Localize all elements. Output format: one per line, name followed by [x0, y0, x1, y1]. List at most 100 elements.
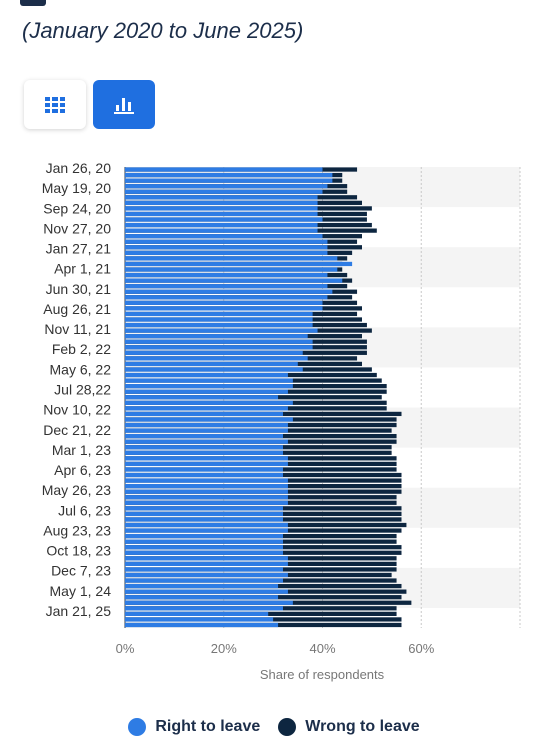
right-to-leave-bar[interactable]	[125, 261, 353, 267]
right-to-leave-bar[interactable]	[125, 206, 318, 211]
right-to-leave-bar[interactable]	[125, 422, 288, 428]
right-to-leave-bar[interactable]	[125, 400, 293, 405]
right-to-leave-bar[interactable]	[125, 178, 333, 183]
right-to-leave-bar[interactable]	[125, 328, 318, 333]
right-to-leave-bar[interactable]	[125, 456, 288, 461]
right-to-leave-bar[interactable]	[125, 583, 279, 589]
right-to-leave-bar[interactable]	[125, 339, 313, 344]
y-tick-label: Mar 1, 23	[52, 442, 111, 458]
y-tick-label: Dec 21, 22	[43, 422, 111, 438]
right-to-leave-bar[interactable]	[125, 367, 303, 372]
legend: Right to leave Wrong to leave	[0, 718, 548, 736]
right-to-leave-bars	[125, 167, 353, 628]
right-to-leave-bar[interactable]	[125, 428, 288, 433]
right-to-leave-bar[interactable]	[125, 472, 283, 478]
legend-item-wrong[interactable]: Wrong to leave	[278, 718, 420, 736]
right-to-leave-bar[interactable]	[125, 522, 288, 528]
right-to-leave-bar[interactable]	[125, 306, 323, 311]
right-to-leave-bar[interactable]	[125, 611, 269, 616]
y-tick-label: Oct 18, 23	[46, 543, 111, 559]
y-tick-label: Jun 30, 21	[46, 281, 112, 297]
y-tick-label: Apr 1, 21	[54, 261, 111, 277]
right-to-leave-bar[interactable]	[125, 550, 283, 555]
right-to-leave-bar[interactable]	[125, 434, 283, 439]
right-to-leave-bar[interactable]	[125, 528, 288, 533]
right-to-leave-bar[interactable]	[125, 445, 283, 450]
right-to-leave-bar[interactable]	[125, 389, 288, 394]
table-view-button[interactable]	[24, 80, 86, 129]
legend-item-right[interactable]: Right to leave	[128, 718, 260, 736]
right-to-leave-bar[interactable]	[125, 345, 313, 350]
right-to-leave-bar[interactable]	[125, 517, 283, 522]
chart-view-button[interactable]	[93, 80, 155, 129]
right-to-leave-bar[interactable]	[125, 200, 318, 205]
right-to-leave-bar[interactable]	[125, 395, 279, 400]
right-to-leave-bar[interactable]	[125, 606, 283, 611]
right-to-leave-bar[interactable]	[125, 495, 288, 500]
right-to-leave-bar[interactable]	[125, 478, 288, 483]
y-tick-label: Aug 23, 23	[43, 522, 111, 538]
right-to-leave-bar[interactable]	[125, 506, 283, 511]
right-to-leave-bar[interactable]	[125, 189, 323, 194]
right-to-leave-bar[interactable]	[125, 589, 288, 594]
right-to-leave-bar[interactable]	[125, 284, 328, 289]
right-to-leave-bar[interactable]	[125, 378, 293, 383]
x-tick-label: 60%	[408, 641, 434, 656]
right-to-leave-bar[interactable]	[125, 256, 338, 261]
right-to-leave-bar[interactable]	[125, 211, 318, 217]
right-to-leave-bar[interactable]	[125, 483, 288, 489]
right-to-leave-bar[interactable]	[125, 489, 288, 494]
y-tick-label: Nov 11, 21	[44, 321, 111, 337]
right-to-leave-bar[interactable]	[125, 317, 313, 322]
right-to-leave-bar[interactable]	[125, 384, 293, 389]
right-to-leave-bar[interactable]	[125, 172, 333, 178]
right-to-leave-bar[interactable]	[125, 234, 323, 239]
right-to-leave-bar[interactable]	[125, 195, 318, 200]
right-to-leave-bar[interactable]	[125, 572, 288, 578]
right-to-leave-bar[interactable]	[125, 567, 283, 572]
right-to-leave-bar[interactable]	[125, 295, 328, 300]
right-to-leave-bar[interactable]	[125, 356, 308, 361]
right-to-leave-bar[interactable]	[125, 511, 283, 517]
right-to-leave-bar[interactable]	[125, 439, 288, 444]
right-to-leave-bar[interactable]	[125, 267, 338, 272]
right-to-leave-bar[interactable]	[125, 467, 283, 472]
right-to-leave-bar[interactable]	[125, 167, 323, 172]
right-to-leave-bar[interactable]	[125, 272, 328, 278]
right-to-leave-bar[interactable]	[125, 334, 308, 339]
right-to-leave-bar[interactable]	[125, 350, 303, 355]
right-to-leave-bar[interactable]	[125, 228, 318, 233]
right-to-leave-bar[interactable]	[125, 300, 323, 305]
right-to-leave-bar[interactable]	[125, 411, 283, 417]
y-tick-label: Apr 6, 23	[54, 462, 111, 478]
right-to-leave-bar[interactable]	[125, 622, 279, 628]
right-to-leave-bar[interactable]	[125, 372, 288, 378]
right-to-leave-bar[interactable]	[125, 184, 328, 189]
right-to-leave-bar[interactable]	[125, 289, 333, 294]
right-to-leave-bar[interactable]	[125, 500, 288, 505]
right-to-leave-bar[interactable]	[125, 450, 283, 455]
right-to-leave-bar[interactable]	[125, 600, 293, 605]
right-to-leave-bar[interactable]	[125, 578, 283, 583]
right-to-leave-bar[interactable]	[125, 561, 288, 567]
right-to-leave-bar[interactable]	[125, 239, 328, 244]
right-to-leave-bar[interactable]	[125, 217, 323, 222]
right-to-leave-bar[interactable]	[125, 539, 283, 544]
right-to-leave-bar[interactable]	[125, 250, 328, 255]
right-to-leave-bar[interactable]	[125, 595, 279, 600]
right-to-leave-bar[interactable]	[125, 278, 343, 283]
right-to-leave-bar[interactable]	[125, 461, 288, 467]
right-to-leave-bar[interactable]	[125, 406, 288, 411]
right-to-leave-bar[interactable]	[125, 556, 288, 561]
right-to-leave-bar[interactable]	[125, 222, 318, 228]
right-to-leave-bar[interactable]	[125, 311, 313, 317]
y-tick-label: Sep 24, 20	[43, 200, 111, 216]
right-to-leave-bar[interactable]	[125, 417, 293, 422]
right-to-leave-bar[interactable]	[125, 361, 298, 367]
right-to-leave-bar[interactable]	[125, 545, 283, 550]
right-to-leave-bar[interactable]	[125, 533, 283, 539]
x-tick-label: 20%	[211, 641, 237, 656]
right-to-leave-bar[interactable]	[125, 617, 274, 622]
right-to-leave-bar[interactable]	[125, 245, 328, 250]
right-to-leave-bar[interactable]	[125, 322, 313, 328]
